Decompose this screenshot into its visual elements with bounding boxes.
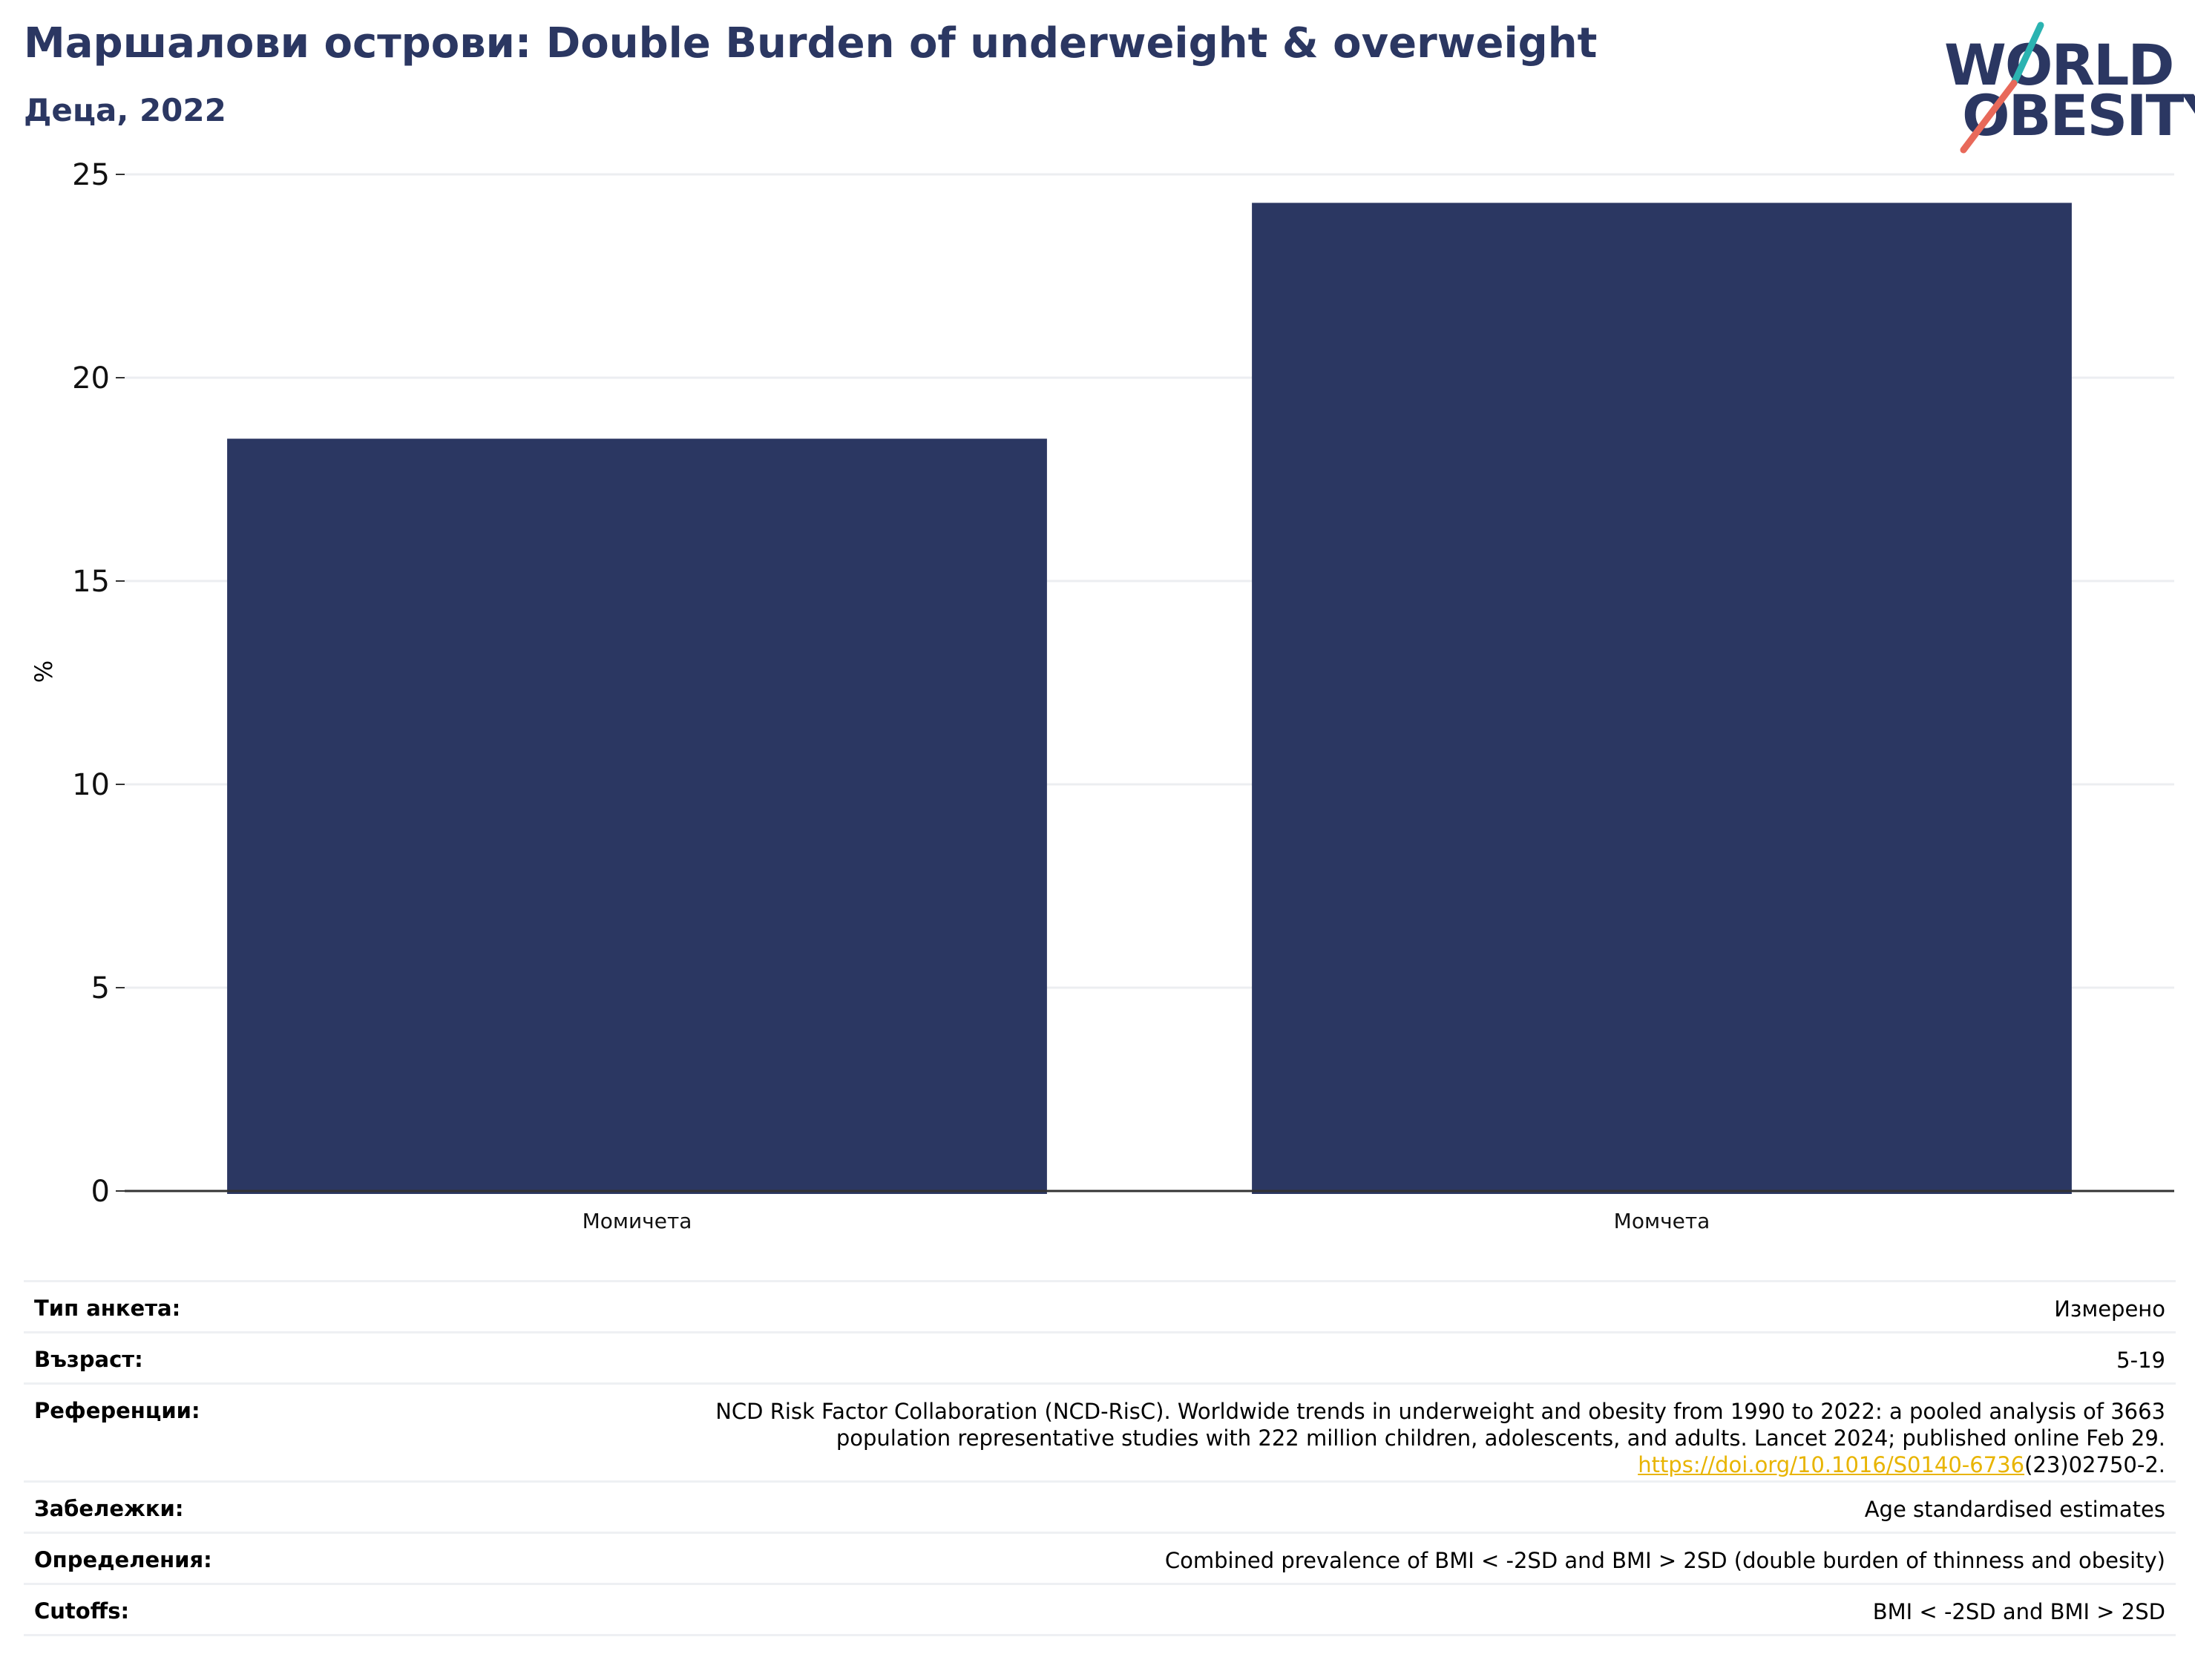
reference-doi-suffix: (23)02750-2. xyxy=(2024,1452,2165,1477)
info-label: Определения: xyxy=(34,1547,212,1572)
reference-line-3: https://doi.org/10.1016/S0140-6736(23)02… xyxy=(272,1451,2165,1478)
y-tick-label: 15 xyxy=(72,565,110,599)
reference-line-2: population representative studies with 2… xyxy=(836,1425,2165,1451)
reference-doi-link[interactable]: https://doi.org/10.1016/S0140-6736 xyxy=(1638,1452,2025,1477)
info-value: BMI < -2SD and BMI > 2SD xyxy=(1872,1599,2165,1624)
bar-chart: 0 5 10 15 20 25 Момичета Момчета % xyxy=(30,158,2174,1233)
logo-slash-icon xyxy=(1960,22,2044,154)
y-tick-label: 20 xyxy=(72,361,110,396)
y-axis-ticks: 0 5 10 15 20 25 xyxy=(72,158,125,1209)
y-tick-label: 10 xyxy=(72,768,110,802)
info-label: Забележки: xyxy=(34,1496,184,1521)
y-tick-label: 5 xyxy=(91,971,110,1005)
info-value: Combined prevalence of BMI < -2SD and BM… xyxy=(1164,1548,2165,1573)
info-label: Референции: xyxy=(34,1398,200,1423)
info-row-cutoffs: Cutoffs: BMI < -2SD and BMI > 2SD xyxy=(24,1584,2176,1635)
chart-subtitle: Деца, 2022 xyxy=(24,92,226,128)
bars xyxy=(227,203,2072,1194)
y-tick-label: 25 xyxy=(72,158,110,192)
info-label: Възраст: xyxy=(34,1347,143,1372)
x-tick-label: Момчета xyxy=(1614,1209,1710,1233)
info-row-age: Възраст: 5-19 xyxy=(24,1332,2176,1384)
info-label: Cutoffs: xyxy=(34,1598,130,1624)
info-row-references: Референции: NCD Risk Factor Collaboratio… xyxy=(24,1383,2176,1482)
info-row-definitions: Определения: Combined prevalence of BMI … xyxy=(24,1532,2176,1584)
info-table: Тип анкета: Измерено Възраст: 5-19 Рефер… xyxy=(24,1280,2176,1636)
info-value: NCD Risk Factor Collaboration (NCD-RisC)… xyxy=(261,1384,2176,1482)
bar-2 xyxy=(1252,203,2072,1194)
y-tick-label: 0 xyxy=(91,1175,110,1209)
reference-line-1: NCD Risk Factor Collaboration (NCD-RisC)… xyxy=(715,1399,2165,1424)
info-value: Age standardised estimates xyxy=(1864,1497,2165,1522)
y-axis-label: % xyxy=(30,660,58,683)
bar-1 xyxy=(227,439,1047,1194)
info-row-survey-type: Тип анкета: Измерено xyxy=(24,1281,2176,1333)
info-value: Измерено xyxy=(2054,1296,2165,1322)
world-obesity-logo: WORLD OBESITY xyxy=(1937,21,2195,154)
x-axis-ticks: Момичета Момчета xyxy=(583,1209,1710,1233)
info-row-notes: Забележки: Age standardised estimates xyxy=(24,1481,2176,1533)
logo-text-world: WORLD xyxy=(1944,32,2174,98)
info-value: 5-19 xyxy=(2116,1348,2165,1373)
x-tick-label: Момичета xyxy=(583,1209,692,1233)
info-label: Тип анкета: xyxy=(34,1296,181,1321)
chart-title: Маршалови острови: Double Burden of unde… xyxy=(24,19,1598,68)
